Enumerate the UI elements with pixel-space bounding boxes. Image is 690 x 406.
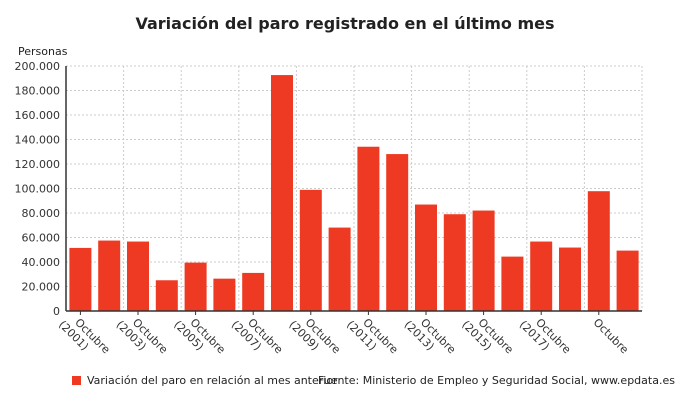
bar	[587, 191, 610, 311]
source-note: Fuente: Ministerio de Empleo y Seguridad…	[318, 374, 675, 387]
bar	[415, 204, 437, 311]
bar	[616, 250, 639, 311]
y-tick-label: 180.000	[15, 85, 61, 98]
y-axis-label: Personas	[18, 45, 68, 58]
legend: Variación del paro en relación al mes an…	[72, 374, 338, 387]
bar	[386, 154, 409, 311]
y-tick-label: 0	[53, 305, 60, 318]
x-tick-label: Octubre(2011)	[344, 309, 401, 366]
y-tick-label: 20.000	[22, 281, 61, 294]
bar	[271, 75, 293, 311]
chart-title: Variación del paro registrado en el últi…	[135, 14, 555, 33]
x-tick-label: Octubre(2003)	[114, 309, 171, 366]
y-tick-label: 60.000	[22, 232, 61, 245]
x-tick-label: Octubre(2005)	[171, 309, 228, 366]
bar	[127, 241, 149, 311]
bar	[98, 240, 121, 311]
legend-swatch	[72, 376, 81, 385]
bar	[357, 146, 380, 311]
bar	[472, 210, 495, 311]
bar	[559, 247, 581, 311]
bar	[155, 280, 178, 311]
y-tick-label: 100.000	[15, 183, 61, 196]
bar	[299, 189, 322, 311]
bar	[242, 272, 265, 311]
y-tick-label: 40.000	[22, 256, 61, 269]
bar	[69, 247, 92, 311]
x-tick-label: Octubre(2001)	[56, 309, 113, 366]
x-tick-label: Octubre(2015)	[459, 309, 516, 366]
y-tick-label: 140.000	[15, 134, 61, 147]
y-tick-label: 160.000	[15, 109, 61, 122]
x-tick-label: Octubre	[591, 316, 631, 356]
x-tick-label: Octubre(2017)	[517, 309, 574, 366]
y-tick-label: 200.000	[15, 60, 61, 73]
bar	[328, 227, 351, 311]
y-tick-label: 120.000	[15, 158, 61, 171]
legend-label: Variación del paro en relación al mes an…	[87, 374, 338, 387]
bar	[530, 241, 553, 311]
bar	[501, 256, 524, 311]
bar	[213, 278, 236, 311]
bar	[443, 214, 466, 311]
y-tick-label: 80.000	[22, 207, 61, 220]
x-tick-label: Octubre(2007)	[229, 309, 286, 366]
bar	[184, 262, 207, 311]
x-tick-label: Octubre(2009)	[286, 309, 343, 366]
x-tick-label: Octubre(2013)	[402, 309, 459, 366]
